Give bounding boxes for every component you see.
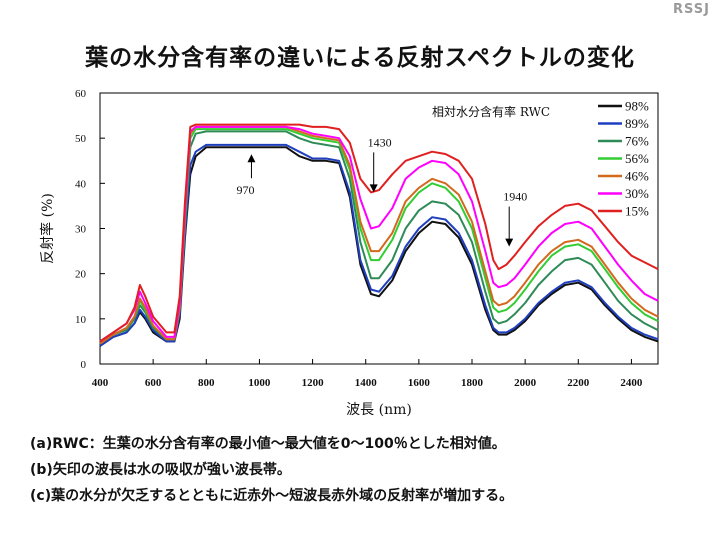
chart-annotations: 1430 1940 970	[236, 135, 527, 247]
annotation-arrowhead	[505, 238, 514, 247]
footnotes: (a)RWC：生葉の水分含有率の最小値～最大値を0～100％とした相対値。 (b…	[30, 434, 710, 512]
legend-label: 46%	[625, 169, 649, 184]
chart-series	[99, 123, 659, 347]
legend-title: 相対水分含有率 RWC	[432, 104, 550, 119]
legend-label: 15%	[625, 204, 649, 219]
y-tick-label: 40	[75, 178, 87, 190]
x-tick-label: 1000	[248, 377, 271, 389]
x-tick-label: 1200	[302, 377, 325, 389]
legend-label: 30%	[625, 186, 649, 201]
x-tick-label: 1600	[408, 377, 431, 389]
y-tick-label: 60	[75, 88, 87, 100]
x-axis-label: 波長 (nm)	[346, 402, 412, 418]
series-line-30pct	[99, 125, 659, 343]
x-tick-label: 2400	[620, 377, 643, 389]
y-tick-label: 0	[81, 359, 87, 371]
annotation-label: 1430	[368, 135, 392, 149]
annotation-arrowhead	[369, 184, 378, 193]
note-c: (c)葉の水分が欠乏するとともに近赤外～短波長赤外域の反射率が増加する。	[30, 488, 514, 504]
legend-label: 98%	[625, 99, 649, 114]
page-title: 葉の水分含有率の違いによる反射スペクトルの変化	[85, 45, 635, 71]
series-line-46pct	[99, 125, 659, 345]
x-tick-label: 2000	[514, 377, 537, 389]
x-tick-label: 400	[92, 377, 109, 389]
legend-label: 56%	[625, 151, 649, 166]
x-tick-label: 2200	[567, 377, 590, 389]
note-a: (a)RWC：生葉の水分含有率の最小値～最大値を0～100％とした相対値。	[30, 436, 506, 452]
series-line-89pct	[99, 143, 659, 347]
y-tick-label: 10	[75, 314, 87, 326]
chart-axes: 400 600 800 1000 1200 1400 1600 1800 2000 2200 240…	[39, 88, 659, 418]
brand-logo-text: RSSJ	[673, 2, 710, 17]
x-tick-label: 1400	[355, 377, 378, 389]
legend-label: 89%	[625, 116, 649, 131]
annotation-label: 1940	[503, 190, 527, 204]
series-line-15pct	[99, 123, 659, 343]
x-tick-label: 800	[198, 377, 215, 389]
x-tick-label: 1800	[461, 377, 484, 389]
reflectance-chart: 400 600 800 1000 1200 1400 1600 1800 2000 2200 240…	[39, 88, 659, 418]
chart-legend: 相対水分含有率 RWC 98% 89% 76% 56% 46% 30% 15%	[432, 99, 649, 219]
note-b: (b)矢印の波長は水の吸収が強い波長帯。	[30, 462, 291, 478]
legend-label: 76%	[625, 134, 649, 149]
annotation-arrowhead	[247, 154, 256, 163]
y-tick-label: 50	[75, 133, 87, 145]
y-axis-label: 反射率 (%)	[39, 193, 56, 264]
y-tick-label: 30	[75, 224, 87, 236]
annotation-label: 970	[236, 183, 254, 197]
x-tick-label: 600	[145, 377, 162, 389]
y-tick-label: 20	[75, 269, 87, 281]
